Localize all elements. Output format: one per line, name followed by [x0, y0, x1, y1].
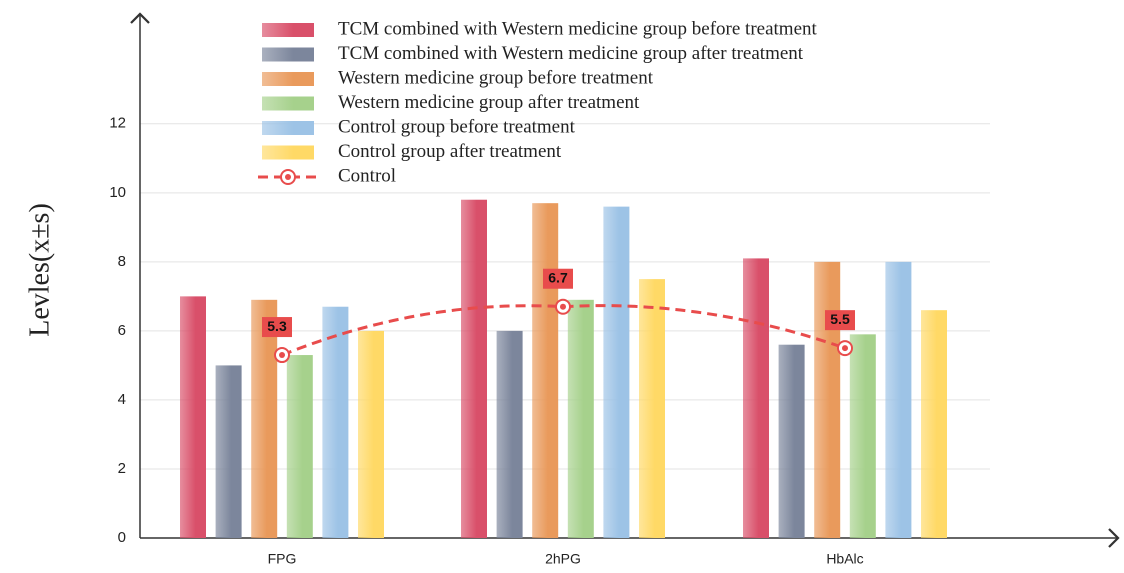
y-tick-label: 6 — [118, 322, 126, 339]
line-point-dot — [560, 303, 566, 310]
bar — [849, 334, 876, 538]
bar — [921, 310, 947, 538]
bar — [567, 299, 594, 538]
line-point-dot — [279, 352, 285, 359]
bar — [461, 199, 487, 539]
bar — [814, 261, 841, 538]
bar — [603, 206, 630, 538]
legend-swatch — [262, 121, 314, 135]
legend-swatch — [262, 47, 314, 62]
y-tick-label: 0 — [118, 529, 126, 546]
legend-label: Control — [338, 165, 396, 186]
bar — [532, 203, 559, 539]
x-tick-label: FPG — [268, 551, 297, 567]
bar — [885, 261, 912, 538]
data-label: 5.5 — [830, 311, 850, 327]
data-label: 5.3 — [267, 318, 287, 334]
y-tick-label: 4 — [118, 391, 126, 408]
y-tick-label: 10 — [109, 184, 126, 201]
bar — [215, 365, 242, 538]
legend-label: Western medicine group before treatment — [338, 67, 654, 88]
bar — [180, 296, 206, 538]
legend-dot — [285, 174, 291, 180]
bar — [286, 355, 313, 538]
bar — [322, 306, 349, 538]
legend-label: TCM combined with Western medicine group… — [338, 43, 804, 64]
bar — [496, 330, 523, 538]
data-label: 6.7 — [548, 269, 568, 285]
y-axis-label: Levles(x±s) — [24, 203, 55, 337]
legend-label: Control group after treatment — [338, 141, 562, 162]
bar — [778, 344, 805, 538]
bar — [358, 330, 384, 538]
y-tick-label: 2 — [118, 460, 126, 477]
data-label-bg — [543, 268, 573, 289]
x-tick-label: HbAlc — [826, 551, 863, 567]
legend-label: Western medicine group after treatment — [338, 92, 640, 113]
line-point-dot — [842, 345, 848, 352]
x-tick-label: 2hPG — [545, 551, 581, 567]
y-tick-label: 8 — [118, 253, 126, 270]
legend-swatch — [262, 145, 314, 160]
bar — [251, 299, 278, 538]
legend-swatch — [262, 72, 314, 86]
legend-swatch — [262, 23, 314, 37]
bar — [743, 258, 769, 538]
legend-label: TCM combined with Western medicine group… — [338, 18, 818, 39]
bar — [639, 279, 665, 538]
legend-swatch — [262, 96, 314, 111]
data-label-bg — [825, 310, 855, 331]
data-label-bg — [262, 317, 292, 338]
y-tick-label: 12 — [109, 115, 126, 132]
legend-label: Control group before treatment — [338, 116, 576, 137]
